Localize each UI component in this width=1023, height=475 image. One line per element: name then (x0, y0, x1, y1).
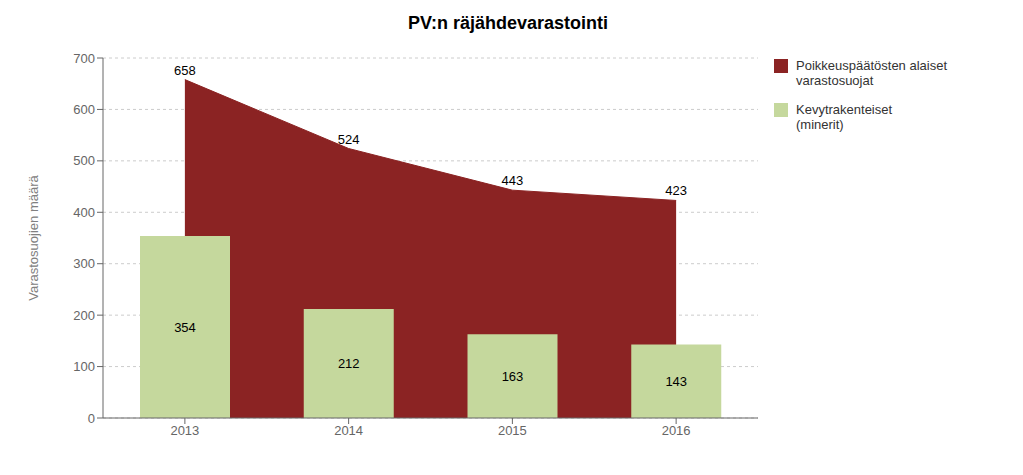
svg-text:Varastosuojien määrä: Varastosuojien määrä (26, 174, 41, 300)
svg-text:0: 0 (88, 411, 95, 426)
svg-text:2013: 2013 (170, 423, 199, 438)
svg-text:100: 100 (73, 359, 95, 374)
svg-text:700: 700 (73, 51, 95, 66)
svg-text:600: 600 (73, 102, 95, 117)
svg-text:500: 500 (73, 153, 95, 168)
svg-text:2016: 2016 (662, 423, 691, 438)
svg-text:212: 212 (338, 356, 360, 371)
svg-text:163: 163 (502, 369, 524, 384)
svg-text:400: 400 (73, 205, 95, 220)
svg-text:423: 423 (665, 183, 687, 198)
svg-text:524: 524 (338, 132, 360, 147)
svg-text:200: 200 (73, 308, 95, 323)
html-text:Poikkeuspäätösten alaiset vara: Poikkeuspäätösten alaiset varastosuojat (796, 58, 947, 88)
svg-text:2015: 2015 (498, 423, 527, 438)
svg-text:2014: 2014 (334, 423, 363, 438)
html-text:PV:n räjähdevarastointi: PV:n räjähdevarastointi (408, 13, 608, 33)
svg-text:143: 143 (665, 374, 687, 389)
svg-text:354: 354 (174, 320, 196, 335)
svg-text:300: 300 (73, 256, 95, 271)
svg-text:443: 443 (502, 173, 524, 188)
svg-text:658: 658 (174, 63, 196, 78)
html-text:Kevytrakenteiset (minerit): Kevytrakenteiset (minerit) (796, 102, 893, 132)
